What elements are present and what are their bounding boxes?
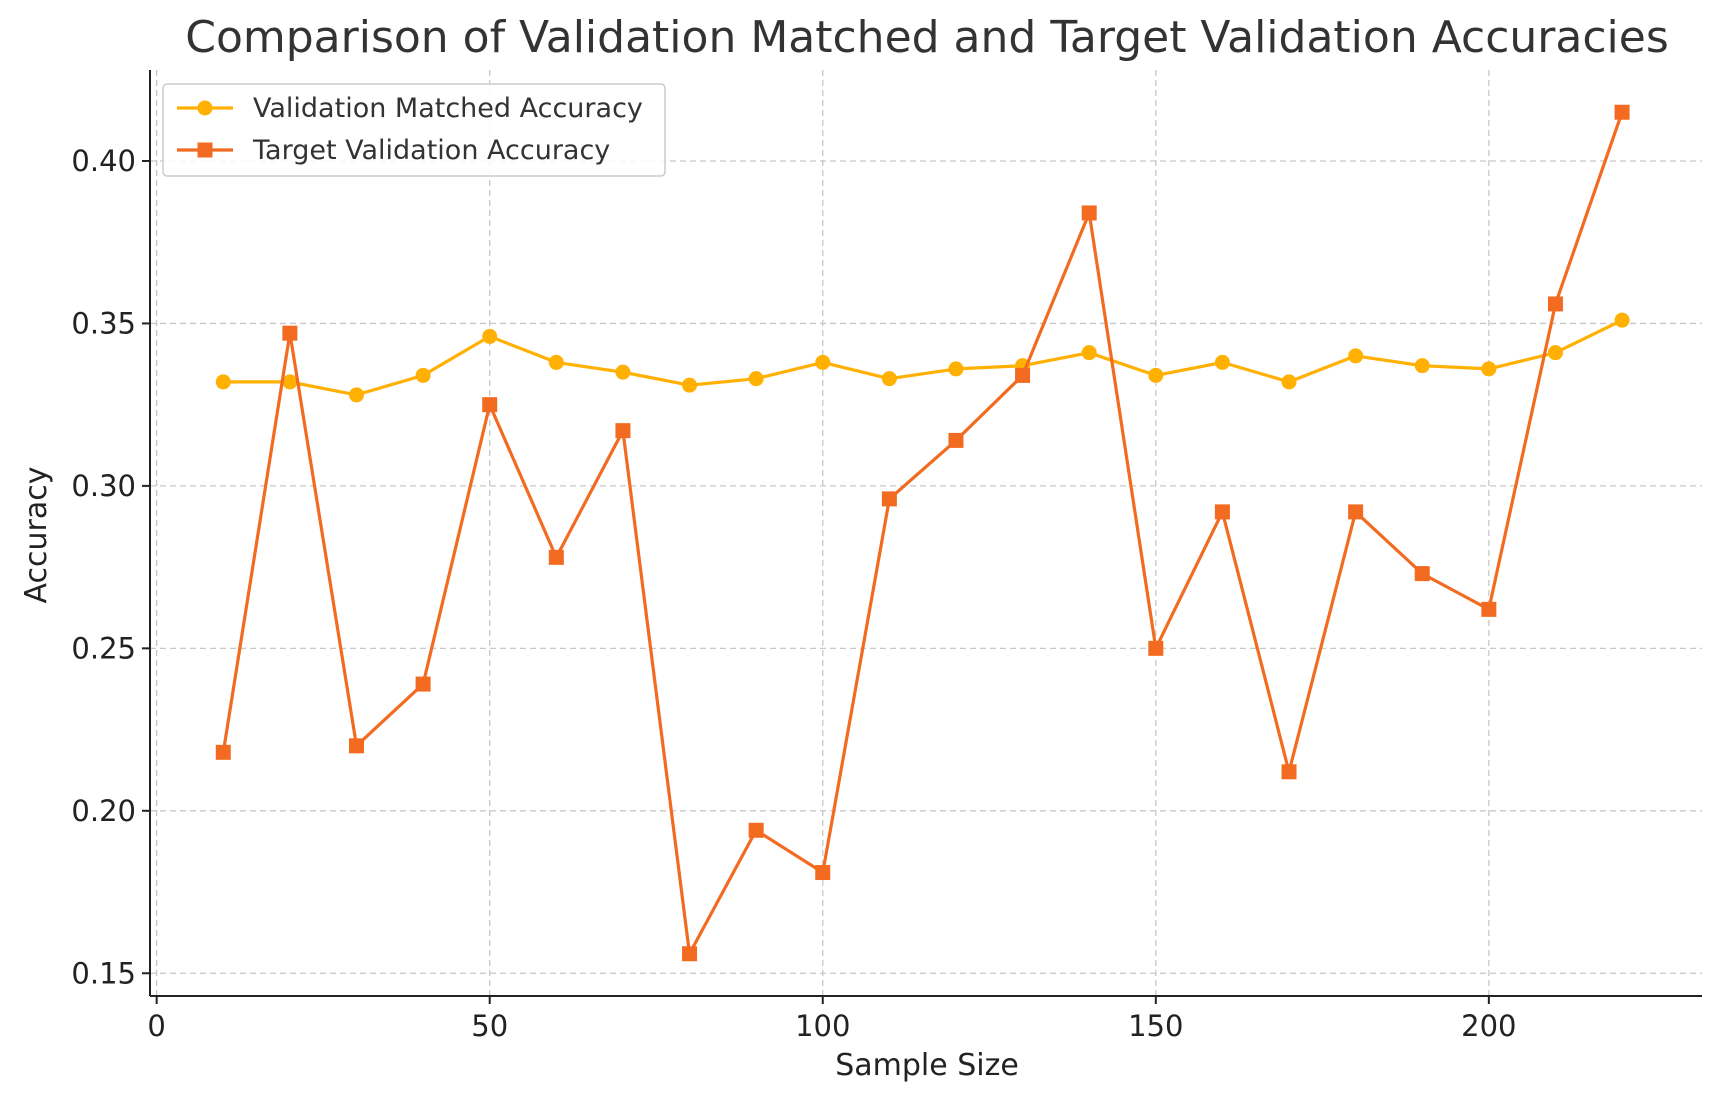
data-point [1414,358,1430,374]
data-point [748,822,764,838]
data-point [948,432,964,448]
data-point [682,946,698,962]
data-point [1148,367,1164,383]
data-point [215,374,231,390]
x-tick-label: 100 [795,1009,850,1043]
data-point [815,354,831,370]
data-point [548,354,564,370]
data-point [415,676,431,692]
series-line [221,111,1624,956]
legend-label: Target Validation Accuracy [252,135,610,166]
legend-label: Validation Matched Accuracy [253,93,643,124]
y-tick-label: 0.20 [71,794,136,828]
data-point [282,374,298,390]
data-point [1348,504,1364,520]
x-tick-label: 0 [147,1009,165,1043]
data-point [615,423,631,439]
y-tick-label: 0.40 [71,144,136,178]
data-point [548,549,564,565]
data-point [1015,367,1031,383]
data-point [482,328,498,344]
data-point [1281,374,1297,390]
grid-lines [150,70,1702,996]
data-point [415,367,431,383]
x-axis-label: Sample Size [835,1048,1019,1083]
data-point [1481,361,1497,377]
data-point [282,325,298,341]
legend-marker [197,142,213,158]
data-point [1081,345,1097,361]
data-series [215,104,1630,962]
data-point [348,738,364,754]
data-point [1214,354,1230,370]
x-tick-label: 200 [1461,1009,1516,1043]
legend: Validation Matched Accuracy Target Valida… [162,83,666,177]
data-point [1281,764,1297,780]
data-point [815,865,831,881]
series-line [223,318,1623,397]
y-tick-label: 0.35 [71,306,136,340]
y-tick-label: 0.30 [71,469,136,503]
data-point [1614,312,1630,328]
data-point [1547,296,1563,312]
data-point [1547,345,1563,361]
data-point [1148,640,1164,656]
legend-box [162,83,666,177]
tick-labels: 0 50 100 150 200 0.15 0.20 0.25 0.30 0.35 0.40 [71,144,1516,1043]
data-point [881,371,897,387]
data-point [682,377,698,393]
chart-title: Comparison of Validation Matched and Tar… [185,12,1669,63]
data-point [348,387,364,403]
y-axis-label: Accuracy [19,467,54,604]
data-point [615,364,631,380]
data-point [1614,104,1630,120]
data-point [1348,348,1364,364]
x-tick-label: 50 [471,1009,508,1043]
data-point [881,491,897,507]
x-tick-label: 150 [1128,1009,1183,1043]
data-point [215,744,231,760]
series-validation-matched [215,312,1630,403]
data-point [1414,566,1430,582]
legend-marker [197,100,213,116]
axes [142,70,1702,1004]
y-tick-label: 0.25 [71,631,136,665]
series-target-validation [215,104,1630,962]
data-point [948,361,964,377]
data-point [1481,601,1497,617]
data-point [748,371,764,387]
data-point [1081,205,1097,221]
y-tick-label: 0.15 [71,956,136,990]
data-point [482,397,498,413]
data-point [1214,504,1230,520]
